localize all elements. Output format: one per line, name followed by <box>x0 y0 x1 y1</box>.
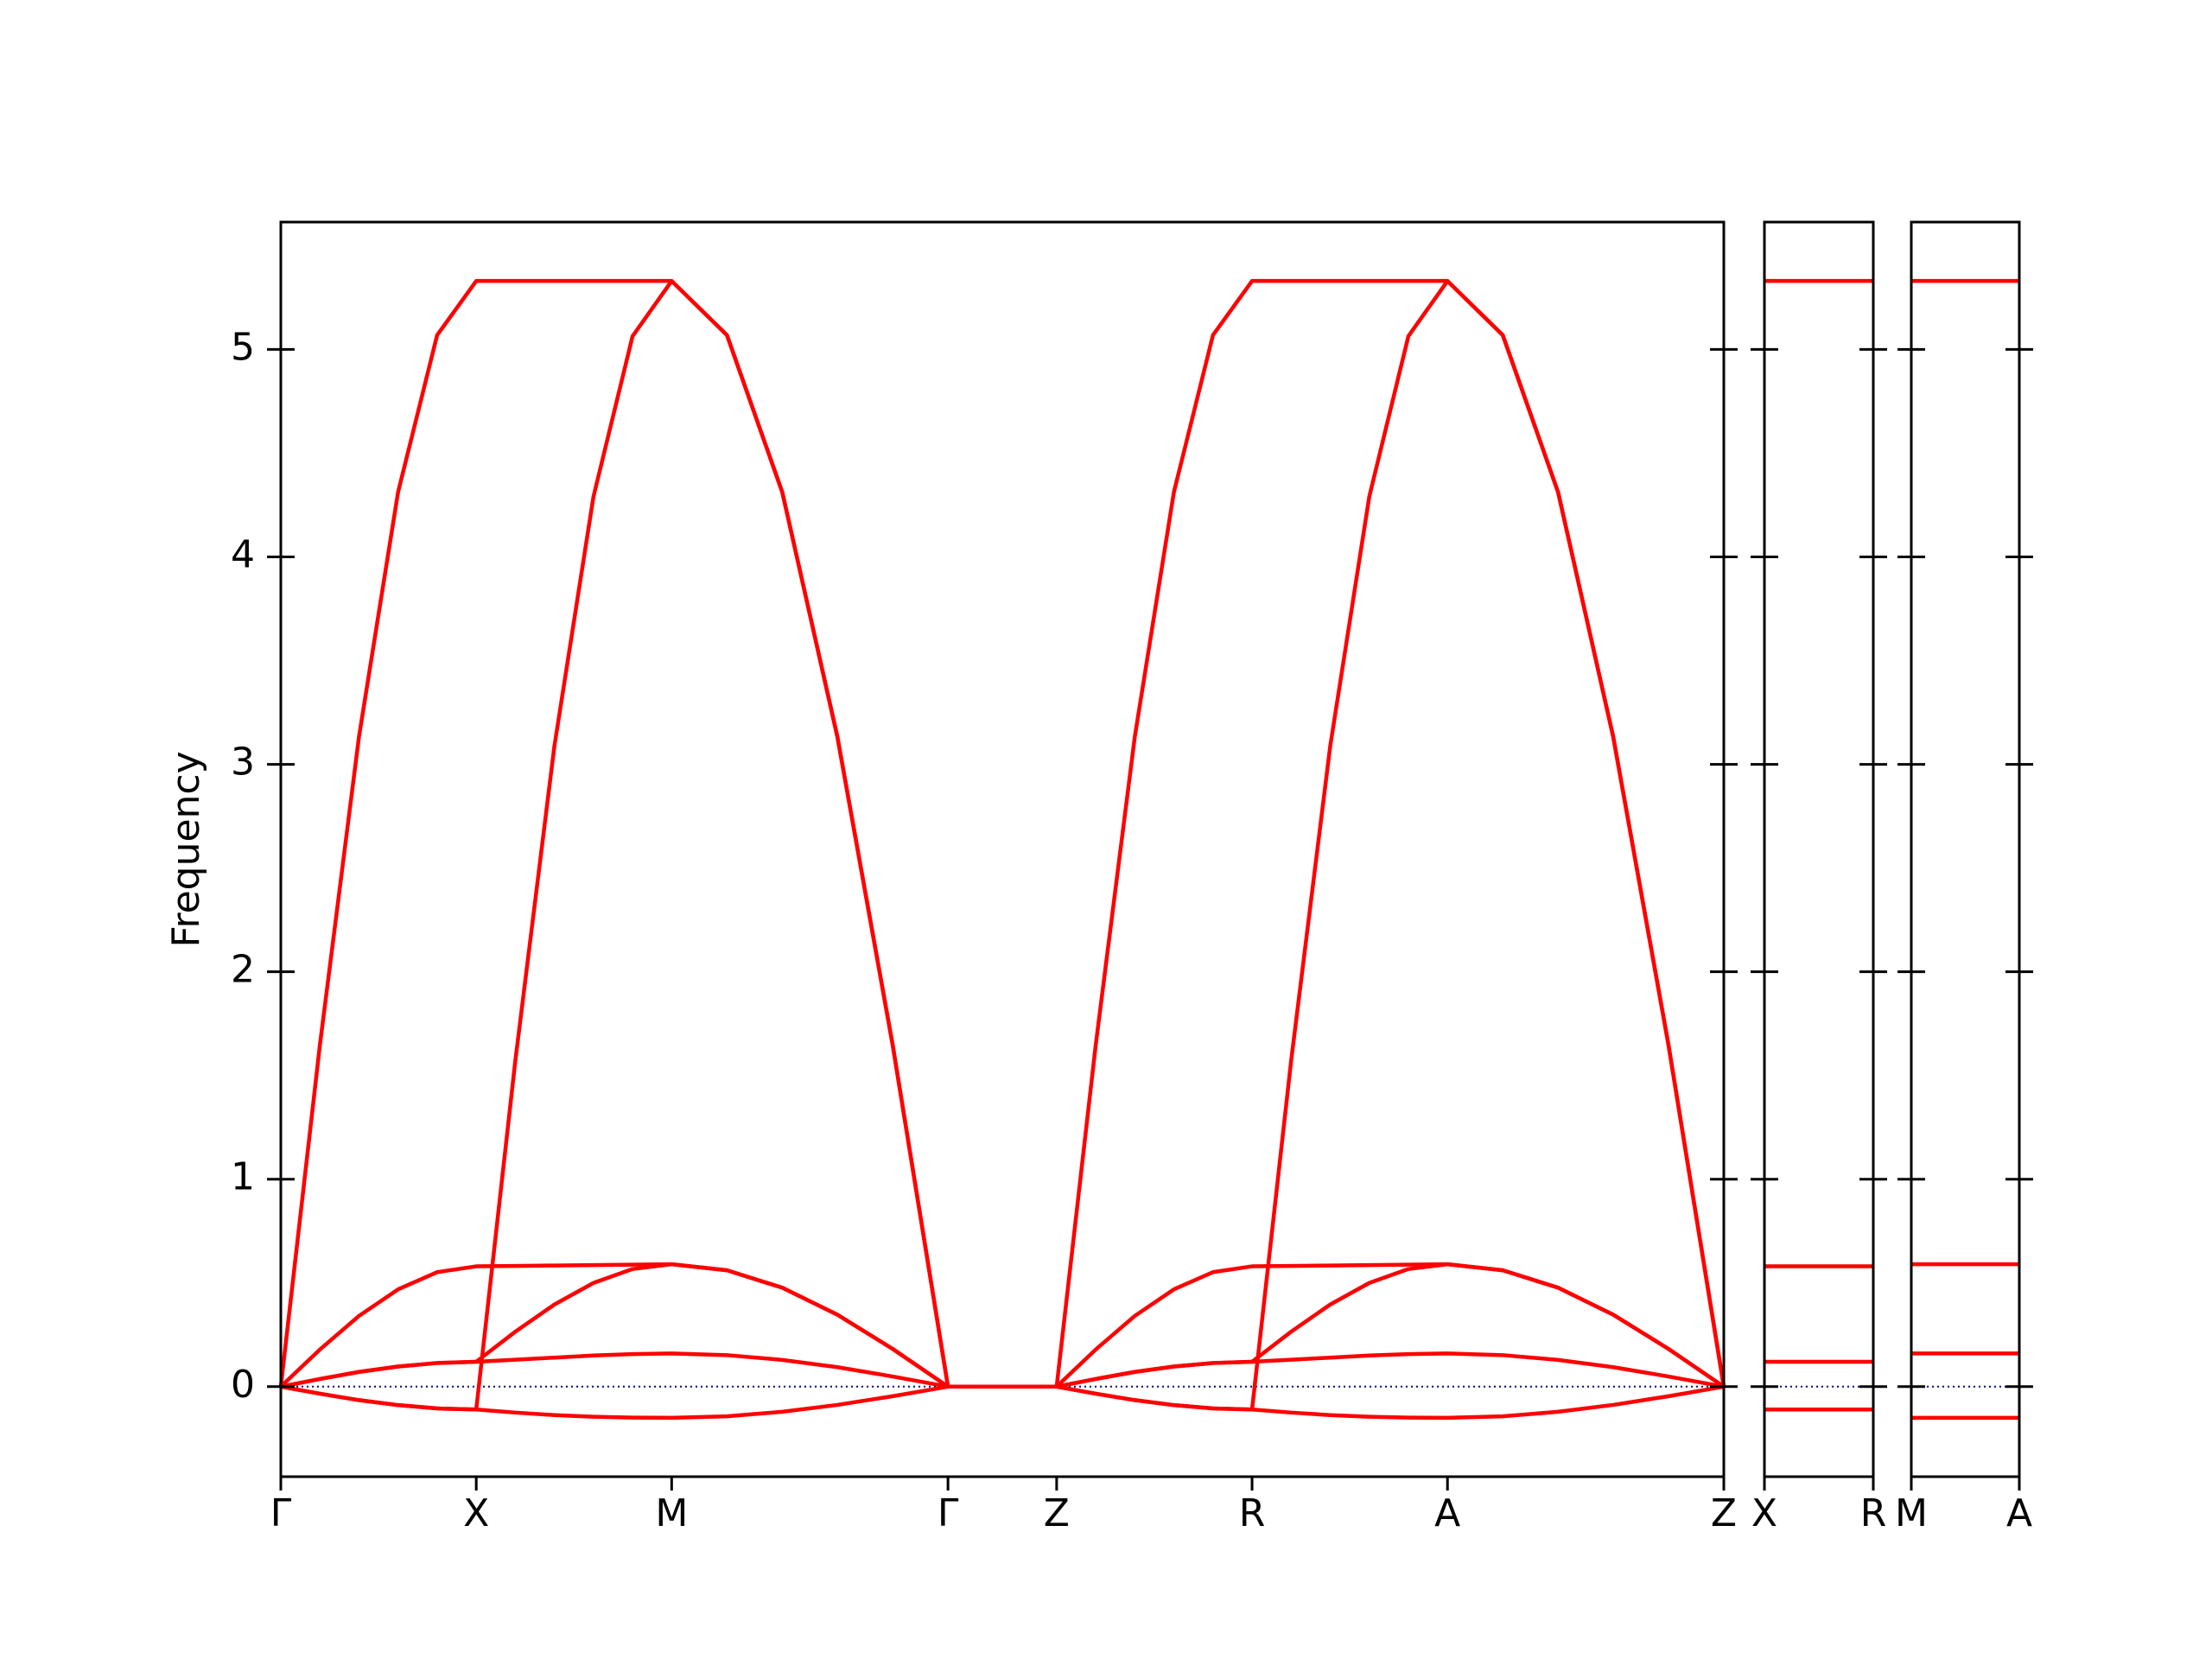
y-tick-label: 5 <box>231 325 255 369</box>
x-tick-label: R <box>1239 1491 1266 1535</box>
plot-frame <box>1910 220 2021 1478</box>
band-line <box>280 278 1726 1412</box>
x-tick-label: Z <box>1711 1491 1737 1535</box>
x-tick-label: A <box>1434 1491 1460 1535</box>
plot-frame <box>279 220 1726 1478</box>
y-tick-label: 2 <box>231 948 255 992</box>
x-tick-label: Z <box>1044 1491 1070 1535</box>
x-tick-label: M <box>1895 1491 1928 1535</box>
y-tick-label: 1 <box>231 1155 255 1199</box>
band-line <box>280 1351 1725 1389</box>
y-tick-label: 3 <box>231 741 255 785</box>
y-axis-label: Frequency <box>164 751 208 947</box>
x-tick-label: M <box>655 1491 688 1535</box>
x-tick-label: X <box>463 1491 489 1535</box>
x-tick-label: R <box>1860 1491 1887 1535</box>
band-line <box>280 1384 1725 1421</box>
band-line <box>280 1262 1726 1389</box>
x-tick-label: A <box>2006 1491 2032 1535</box>
plot-frame <box>1763 220 1875 1478</box>
x-tick-label: Γ <box>270 1491 292 1535</box>
y-tick-label: 0 <box>231 1363 255 1407</box>
y-tick-label: 4 <box>231 532 255 576</box>
x-tick-label: X <box>1751 1491 1777 1535</box>
x-tick-label: Γ <box>938 1491 959 1535</box>
band-line <box>279 1262 1726 1389</box>
